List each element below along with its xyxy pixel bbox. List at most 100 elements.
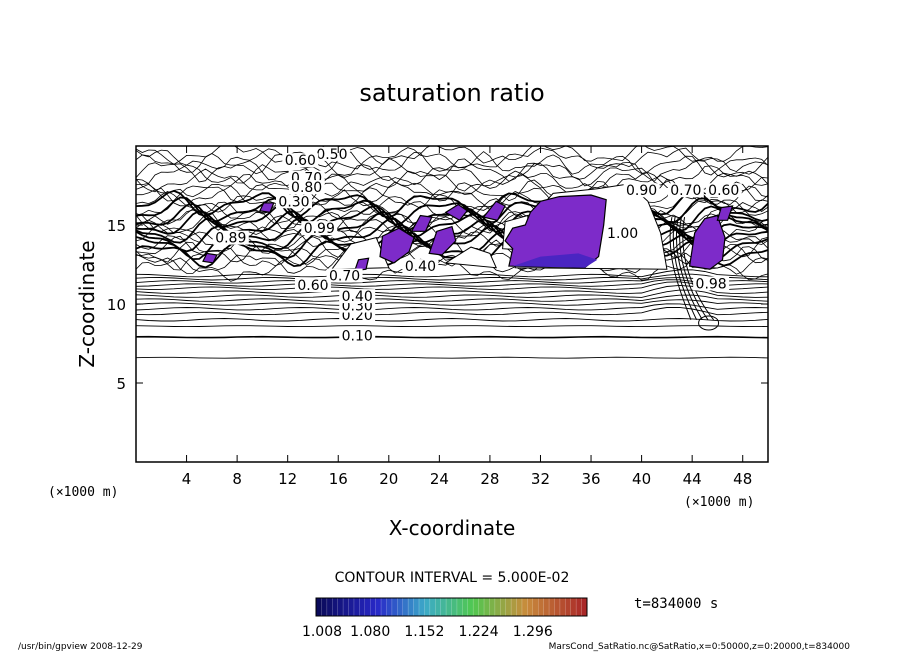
colorbar-swatch xyxy=(478,598,485,616)
saturated-region xyxy=(482,200,506,221)
colorbar-swatch xyxy=(348,598,355,616)
x-tick-label: 16 xyxy=(329,470,348,488)
contour-line xyxy=(136,277,768,284)
contour-label-bg xyxy=(667,183,704,198)
colorbar-swatch xyxy=(543,598,550,616)
contour-line xyxy=(136,318,768,322)
contour-label: 0.90 xyxy=(626,183,657,199)
saturated-region xyxy=(379,227,415,264)
contour-label-bg xyxy=(301,221,338,236)
contour-label: 0.50 xyxy=(316,147,347,163)
contour-line xyxy=(136,303,768,311)
saturated-region xyxy=(688,214,726,270)
contour-region xyxy=(444,246,498,269)
colorbar-swatch xyxy=(353,598,360,616)
colorbar-swatch xyxy=(511,598,517,616)
colorbar-swatch xyxy=(408,598,414,616)
contour-label: 0.10 xyxy=(342,329,373,345)
contour-line xyxy=(136,356,768,359)
contour-label-bg xyxy=(339,289,376,304)
colorbar-swatch xyxy=(381,598,387,616)
colorbar-swatch xyxy=(418,598,425,616)
contour-label-bg xyxy=(623,183,660,198)
colorbar-swatch xyxy=(532,598,539,616)
colorbar-swatch xyxy=(451,598,458,616)
contour-line xyxy=(136,294,768,302)
contour-label-bg xyxy=(276,194,312,209)
contour-label: 0.60 xyxy=(297,278,328,294)
contour-label-bg xyxy=(282,153,319,168)
colorbar-swatch xyxy=(386,598,393,616)
contour-label: 0.89 xyxy=(215,231,246,247)
x-tick-label: 28 xyxy=(480,470,499,488)
contour-line-thick xyxy=(136,189,768,219)
time-label: t=834000 s xyxy=(634,596,718,612)
plume-line xyxy=(679,217,709,321)
contour-label-bg xyxy=(313,146,350,161)
contour-label: 0.40 xyxy=(405,259,436,275)
x-tick-label: 40 xyxy=(632,470,651,488)
colorbar-swatch xyxy=(467,598,474,616)
contour-line xyxy=(136,306,768,316)
contour-line-thick xyxy=(136,196,768,226)
saturated-region xyxy=(428,225,457,256)
contour-line xyxy=(136,178,768,205)
x-unit-label-right: (×1000 m) xyxy=(684,495,754,510)
x-unit-label-left: (×1000 m) xyxy=(48,485,118,500)
colorbar-swatch xyxy=(326,598,333,616)
colorbar-swatch xyxy=(554,598,561,616)
x-tick-label: 20 xyxy=(379,470,398,488)
colorbar-swatch xyxy=(516,598,523,616)
colorbar-swatch xyxy=(473,598,479,616)
x-tick-label: 32 xyxy=(531,470,550,488)
saturated-region xyxy=(504,194,607,269)
contour-label: 0.40 xyxy=(342,289,373,305)
colorbar-tick-label: 1.080 xyxy=(350,624,390,640)
colorbar-swatch xyxy=(462,598,469,616)
footer-right: MarsCond_SatRatio.nc@SatRatio,x=0:50000,… xyxy=(548,642,850,652)
contour-line xyxy=(136,289,768,298)
y-axis-label: Z-coordinate xyxy=(75,240,99,367)
x-tick-label: 8 xyxy=(232,470,242,488)
contour-line xyxy=(136,284,768,294)
colorbar-swatch xyxy=(521,598,528,616)
chart-title: saturation ratio xyxy=(359,79,544,107)
contour-line xyxy=(136,156,768,183)
contour-line xyxy=(136,163,768,188)
colorbar-swatch xyxy=(375,598,382,616)
contour-field: 0.100.200.300.400.600.700.400.500.600.70… xyxy=(136,146,768,359)
colorbar xyxy=(315,597,588,617)
contour-line xyxy=(136,281,768,290)
contour-region xyxy=(330,237,390,270)
contour-label: 0.70 xyxy=(329,269,360,285)
colorbar-tick-label: 1.224 xyxy=(459,624,499,640)
saturated-region xyxy=(410,214,433,232)
contour-label: 0.70 xyxy=(670,183,701,199)
y-tick-label: 10 xyxy=(107,296,126,314)
colorbar-swatch xyxy=(391,598,398,616)
colorbar-tick-label: 1.008 xyxy=(302,624,342,640)
colorbar-swatch xyxy=(565,598,572,616)
colorbar-swatch xyxy=(570,598,577,616)
contour-label: 0.30 xyxy=(278,194,309,210)
contour-line xyxy=(136,299,768,306)
contour-label-bg xyxy=(212,230,249,245)
contour-line xyxy=(136,212,768,238)
colorbar-swatch xyxy=(440,598,447,616)
colorbar-swatch xyxy=(494,598,501,616)
contour-line xyxy=(136,147,768,173)
x-tick-label: 48 xyxy=(733,470,752,488)
colorbar-swatch xyxy=(435,598,441,616)
contour-line xyxy=(136,151,768,176)
colorbar-swatch xyxy=(397,598,404,616)
contour-line xyxy=(136,168,768,193)
plume-line xyxy=(682,217,715,321)
colorbar-tick-label: 1.296 xyxy=(513,624,553,640)
colorbar-swatch xyxy=(489,598,496,616)
colorbar-swatch xyxy=(446,598,452,616)
saturated-region xyxy=(716,205,734,221)
colorbar-swatch xyxy=(321,598,328,616)
contour-interval-label: CONTOUR INTERVAL = 5.000E-02 xyxy=(335,570,570,586)
contour-label: 0.80 xyxy=(291,180,322,196)
